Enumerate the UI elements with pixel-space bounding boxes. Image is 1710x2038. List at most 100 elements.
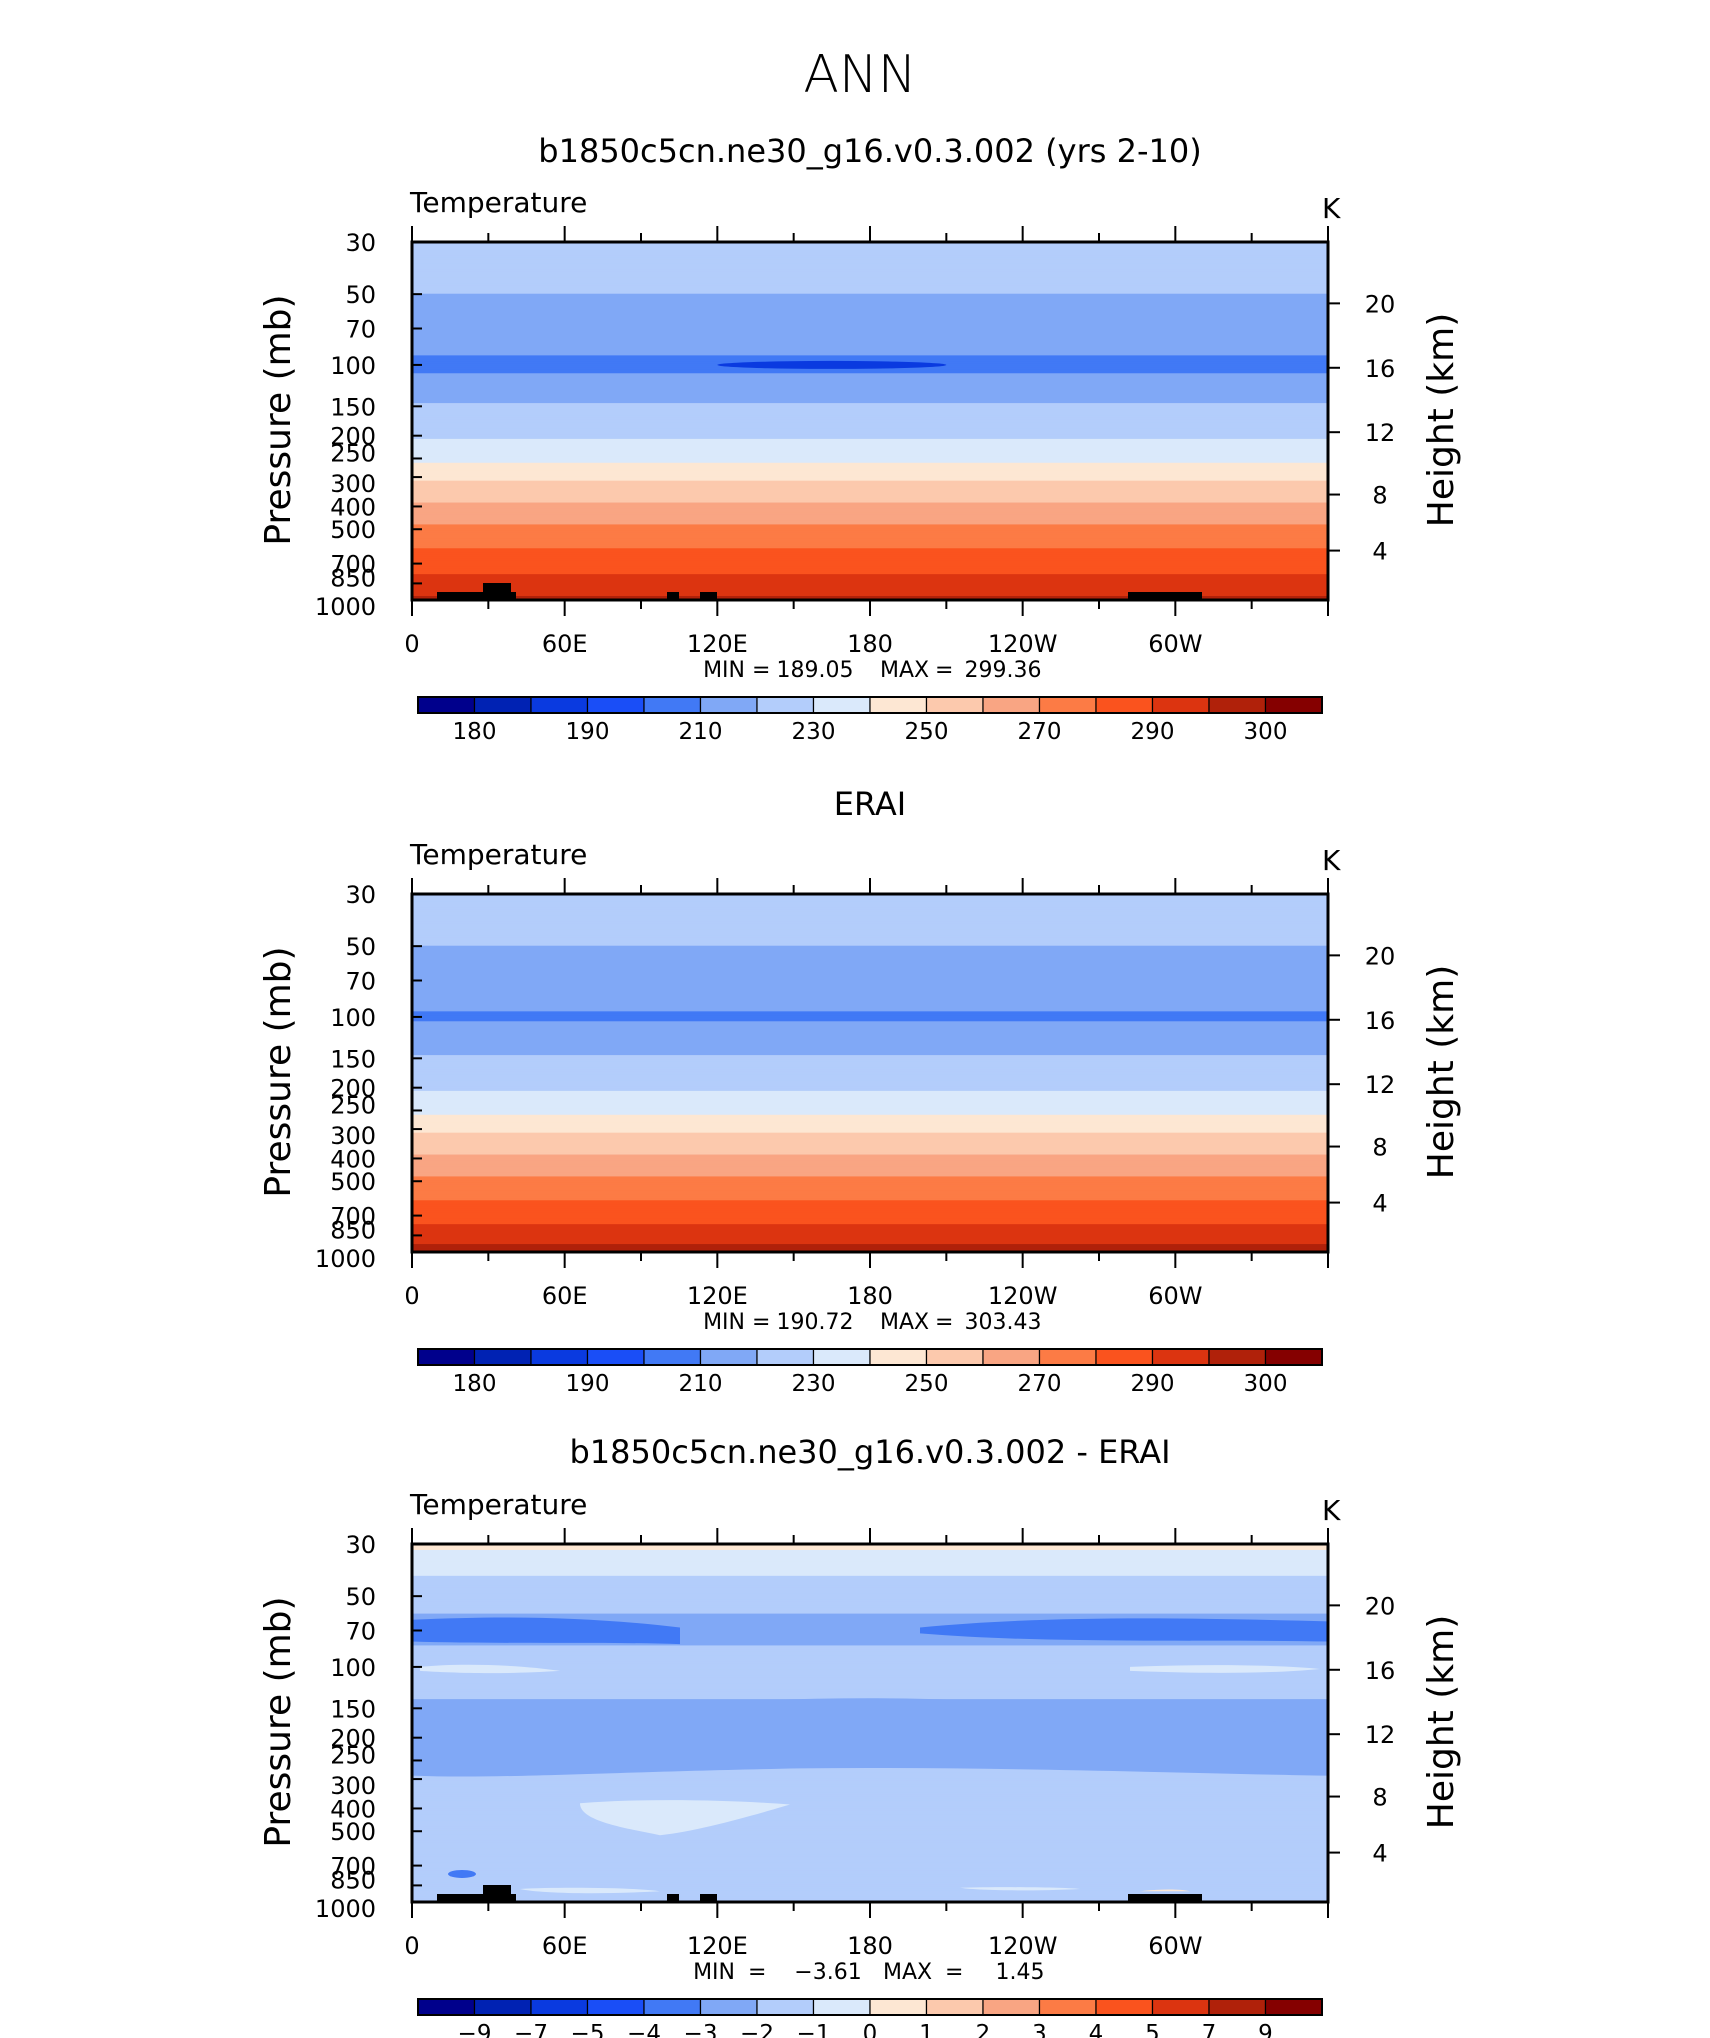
- contour-band: [412, 1023, 1328, 1026]
- colorbar-label: −2: [740, 2021, 774, 2038]
- contour-band: [412, 448, 1328, 452]
- contour-band: [412, 913, 1328, 917]
- contour-band: [412, 1615, 1328, 1619]
- contour-band: [412, 1691, 1328, 1694]
- contour-band: [412, 1138, 1328, 1142]
- contour-band: [412, 249, 1328, 253]
- contour-band: [412, 1037, 1328, 1040]
- colorbar-swatch: [1038, 1348, 1097, 1366]
- colorbar-swatch: [982, 1998, 1041, 2016]
- negative-anomaly-contour: [920, 1618, 1328, 1642]
- contour-band: [412, 588, 1328, 591]
- longitude-tick-label: 120W: [988, 1932, 1058, 1960]
- topography-block: [1128, 592, 1202, 600]
- pressure-tick-label: 100: [330, 1654, 376, 1682]
- contour-band: [412, 1136, 1328, 1140]
- contour-band: [412, 478, 1328, 482]
- contour-band: [412, 482, 1328, 486]
- cold-core-contour: [717, 360, 947, 369]
- contour-band: [412, 1202, 1328, 1205]
- colorbar-swatch: [1095, 1348, 1154, 1366]
- contour-band: [412, 586, 1328, 589]
- contour-band: [412, 1033, 1328, 1036]
- contour-band: [412, 1840, 1328, 1843]
- colorbar-swatch: [1095, 696, 1154, 714]
- contour-band: [412, 476, 1328, 480]
- contour-band: [412, 462, 1328, 466]
- contour-band: [412, 1625, 1328, 1629]
- colorbar-frame: [417, 696, 1323, 714]
- contour-band: [412, 1836, 1328, 1839]
- contour-band: [412, 1790, 1328, 1794]
- colorbar-swatch: [473, 1998, 532, 2016]
- height-axis: 20 16 12 8 4: [1328, 290, 1395, 566]
- contour-band: [412, 1651, 1328, 1654]
- contour-band: [412, 417, 1328, 420]
- contour-band: [412, 1639, 1328, 1643]
- contour-band: [412, 1856, 1328, 1859]
- figure-title: ANN: [803, 45, 916, 105]
- contour-band: [412, 1172, 1328, 1176]
- contour-band: [412, 1152, 1328, 1156]
- contour-band: [412, 524, 1328, 528]
- contour-band: [412, 1146, 1328, 1150]
- contour-band: [412, 1557, 1328, 1561]
- contour-band: [412, 1695, 1328, 1698]
- colorbar-label: 9: [1258, 2021, 1273, 2038]
- contour-band: [412, 578, 1328, 581]
- pressure-tick-label: 250: [330, 1741, 376, 1769]
- contour-band: [412, 1581, 1328, 1585]
- contour-band: [412, 1808, 1328, 1812]
- contour-band: [412, 422, 1328, 426]
- contour-band: [412, 1027, 1328, 1030]
- contour-band: [412, 915, 1328, 919]
- contour-band: [412, 411, 1328, 414]
- colorbar-swatch: [699, 696, 758, 714]
- longitude-axis: 0 60E 120E 180 120W 60W: [404, 878, 1329, 1310]
- contour-band: [412, 1166, 1328, 1170]
- contour-band: [412, 1886, 1328, 1889]
- contour-band: [412, 1669, 1328, 1672]
- contour-band: [412, 325, 1328, 329]
- contour-band: [412, 333, 1328, 337]
- contour-band: [412, 989, 1328, 993]
- contour-band: [412, 1842, 1328, 1845]
- contour-band: [412, 570, 1328, 573]
- contour-band: [412, 419, 1328, 422]
- contour-band: [412, 1176, 1328, 1180]
- contour-band: [412, 955, 1328, 959]
- pressure-tick-label: 50: [345, 933, 376, 961]
- contour-band: [412, 975, 1328, 979]
- contour-band: [412, 1059, 1328, 1062]
- topography-mask: [437, 583, 1202, 600]
- colorbar-swatch: [586, 696, 645, 714]
- contour-band: [412, 426, 1328, 430]
- contour-band: [412, 1174, 1328, 1178]
- contour-band: [412, 981, 1328, 985]
- colorbar-swatch: [473, 696, 532, 714]
- contour-band: [412, 939, 1328, 943]
- contour-band: [412, 430, 1328, 434]
- contour-band: [412, 245, 1328, 249]
- colorbar-swatch: [643, 696, 702, 714]
- contour-band: [412, 1579, 1328, 1583]
- contour-band: [412, 1053, 1328, 1056]
- colorbar-label: 5: [1145, 2021, 1160, 2038]
- colorbar-swatch: [530, 696, 589, 714]
- contour-band: [412, 1629, 1328, 1633]
- colorbar-swatch: [925, 1348, 984, 1366]
- pressure-tick-label: 1000: [315, 1895, 376, 1923]
- contour-band: [412, 510, 1328, 514]
- contour-band: [412, 1772, 1328, 1776]
- contour-band: [412, 1635, 1328, 1639]
- contour-band: [412, 1876, 1328, 1879]
- contour-band: [412, 269, 1328, 273]
- contour-band: [412, 1074, 1328, 1078]
- contour-band: [412, 277, 1328, 281]
- contour-band: [412, 1184, 1328, 1187]
- contour-band: [412, 1186, 1328, 1189]
